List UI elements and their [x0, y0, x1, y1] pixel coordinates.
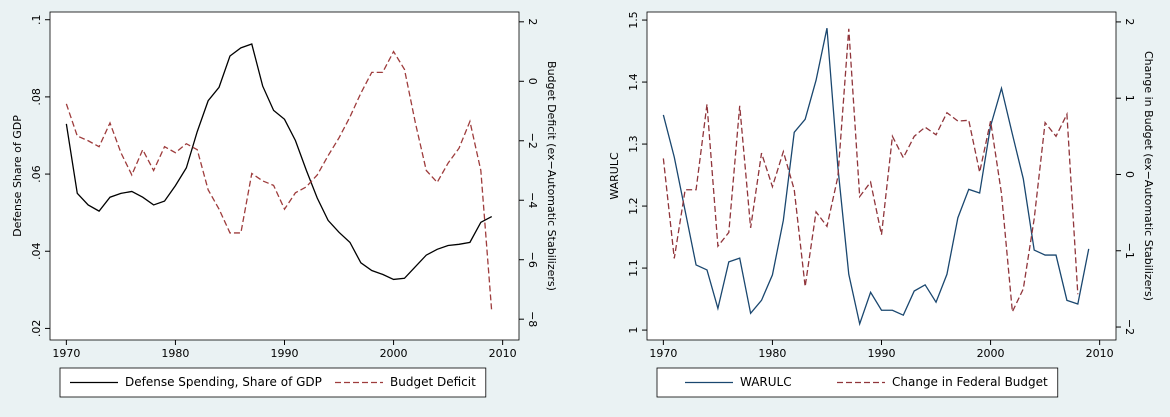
y-tick-label: .02	[30, 320, 43, 338]
plot-area	[646, 11, 1117, 341]
x-tick-label: 2010	[1086, 347, 1114, 360]
y-tick-label: .04	[30, 242, 43, 260]
legend-label: Change in Federal Budget	[892, 375, 1048, 389]
y2-axis-title: Budget Deficit (ex−Automatic Stabilizers…	[545, 61, 558, 291]
legend-label: WARULC	[740, 375, 792, 389]
y2-tick-label: −2	[1123, 319, 1136, 335]
y-tick-label: .08	[30, 88, 43, 106]
y-tick-label: 1.2	[627, 197, 640, 215]
y-tick-label: 1	[627, 327, 640, 334]
y-tick-label: .1	[30, 14, 43, 25]
series-line	[662, 27, 1090, 327]
x-tick-label: 1990	[868, 347, 896, 360]
y-axis-title: WARULC	[608, 152, 621, 200]
legend-label: Defense Spending, Share of GDP	[125, 375, 322, 389]
legend-box	[59, 367, 487, 398]
x-tick-label: 2000	[380, 347, 408, 360]
x-tick-label: 1980	[758, 347, 786, 360]
series-line	[662, 28, 1079, 315]
y2-tick-label: 0	[526, 78, 539, 85]
y2-tick-label: 1	[1123, 95, 1136, 102]
x-tick-label: 1970	[649, 347, 677, 360]
y2-tick-label: 2	[1123, 18, 1136, 25]
y2-axis-title: Change in Budget (ex−Automatic Stabilize…	[1142, 51, 1155, 301]
y-tick-label: .06	[30, 165, 43, 183]
y2-tick-label: 2	[526, 18, 539, 25]
y-tick-label: 1.1	[627, 259, 640, 277]
y-tick-label: 1.4	[627, 73, 640, 91]
x-tick-label: 2000	[977, 347, 1005, 360]
y-tick-label: 1.3	[627, 135, 640, 153]
y2-tick-label: −1	[1123, 243, 1136, 259]
series-line	[65, 50, 493, 312]
x-tick-label: 2010	[489, 347, 517, 360]
y2-tick-label: 0	[1123, 171, 1136, 178]
legend-label: Budget Deficit	[390, 375, 476, 389]
y2-tick-label: −4	[526, 192, 539, 208]
y-axis-title: Defense Share of GDP	[11, 115, 24, 237]
series-line	[65, 43, 493, 281]
x-tick-label: 1970	[52, 347, 80, 360]
y2-tick-label: −6	[526, 252, 539, 268]
y2-tick-label: −8	[526, 311, 539, 327]
x-tick-label: 1980	[161, 347, 189, 360]
plot-area	[49, 11, 520, 341]
y2-tick-label: −2	[526, 133, 539, 149]
x-tick-label: 1990	[271, 347, 299, 360]
y-tick-label: 1.5	[627, 11, 640, 29]
